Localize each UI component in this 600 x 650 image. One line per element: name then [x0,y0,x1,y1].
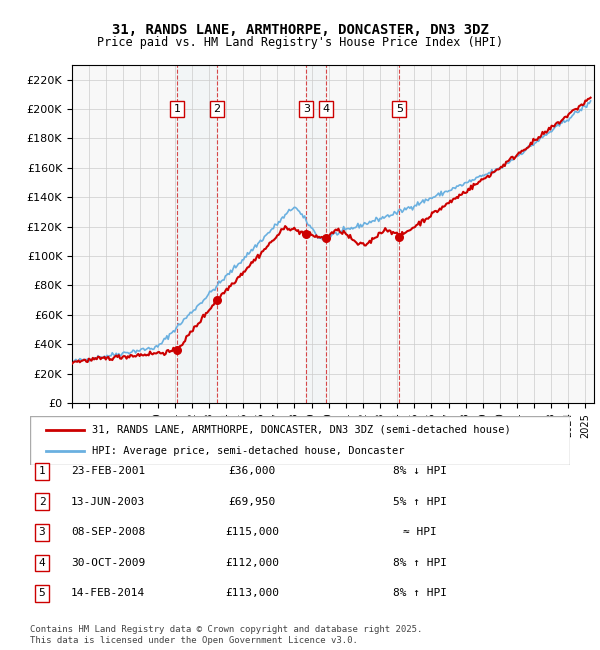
Text: 8% ↑ HPI: 8% ↑ HPI [393,558,447,568]
Text: 5: 5 [38,588,46,599]
FancyBboxPatch shape [30,416,570,465]
Text: 08-SEP-2008: 08-SEP-2008 [71,527,145,538]
Point [212,295,221,306]
Text: £69,950: £69,950 [229,497,275,507]
Text: 4: 4 [38,558,46,568]
Text: 14-FEB-2014: 14-FEB-2014 [71,588,145,599]
Text: Contains HM Land Registry data © Crown copyright and database right 2025.
This d: Contains HM Land Registry data © Crown c… [30,625,422,645]
Text: 2: 2 [38,497,46,507]
Text: £113,000: £113,000 [225,588,279,599]
Text: 1: 1 [173,104,181,114]
Text: £112,000: £112,000 [225,558,279,568]
Text: HPI: Average price, semi-detached house, Doncaster: HPI: Average price, semi-detached house,… [92,446,404,456]
Text: 3: 3 [38,527,46,538]
Point [394,232,404,242]
Text: 1: 1 [38,466,46,476]
Text: 4: 4 [322,104,329,114]
Text: 30-OCT-2009: 30-OCT-2009 [71,558,145,568]
Text: Price paid vs. HM Land Registry's House Price Index (HPI): Price paid vs. HM Land Registry's House … [97,36,503,49]
Text: 2: 2 [213,104,220,114]
Bar [177,65,217,403]
Text: 3: 3 [303,104,310,114]
Text: 8% ↓ HPI: 8% ↓ HPI [393,466,447,476]
Text: 5% ↑ HPI: 5% ↑ HPI [393,497,447,507]
Point [321,233,331,244]
Bar [307,65,326,403]
Point [302,229,311,239]
Text: 31, RANDS LANE, ARMTHORPE, DONCASTER, DN3 3DZ (semi-detached house): 31, RANDS LANE, ARMTHORPE, DONCASTER, DN… [92,424,511,435]
Text: ≈ HPI: ≈ HPI [403,527,437,538]
Text: 8% ↑ HPI: 8% ↑ HPI [393,588,447,599]
Text: 31, RANDS LANE, ARMTHORPE, DONCASTER, DN3 3DZ: 31, RANDS LANE, ARMTHORPE, DONCASTER, DN… [112,23,488,37]
Text: 13-JUN-2003: 13-JUN-2003 [71,497,145,507]
Text: £36,000: £36,000 [229,466,275,476]
Point [172,345,182,356]
Text: 5: 5 [396,104,403,114]
Text: £115,000: £115,000 [225,527,279,538]
Text: 23-FEB-2001: 23-FEB-2001 [71,466,145,476]
